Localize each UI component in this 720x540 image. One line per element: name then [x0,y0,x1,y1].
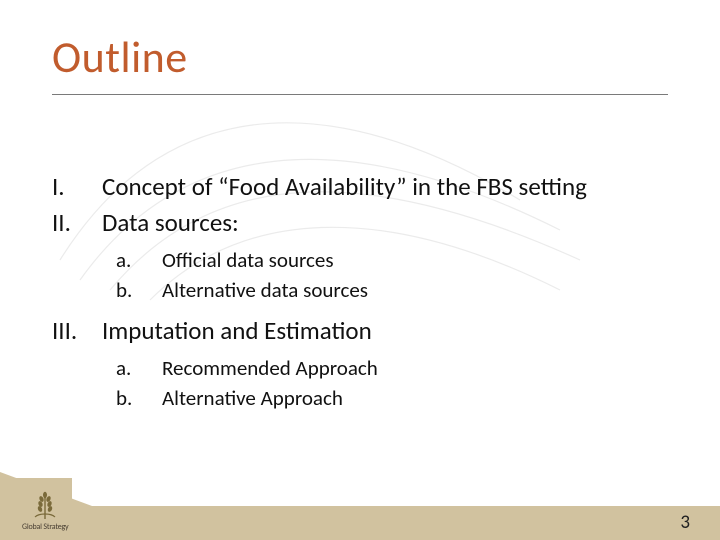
outline-item-number: II. [52,206,102,240]
outline-subitem: a. Recommended Approach [116,354,672,382]
outline-subitem-number: a. [116,246,162,274]
outline-subitem: a. Official data sources [116,246,672,274]
footer-logo: Global Strategy [22,487,68,532]
outline-subitem: b. Alternative Approach [116,384,672,412]
slide-title: Outline [52,30,188,84]
outline-subitem-text: Recommended Approach [162,354,672,382]
outline-item-1: I. Concept of “Food Availability” in the… [52,170,672,204]
outline-item-2: II. Data sources: [52,206,672,240]
outline-subitem-number: b. [116,276,162,304]
footer-bar [0,506,720,540]
footer-logo-text: Global Strategy [22,522,68,532]
outline-subitem-number: b. [116,384,162,412]
outline-subitem: b. Alternative data sources [116,276,672,304]
slide: Outline I. Concept of “Food Availability… [0,0,720,540]
outline-subitem-text: Alternative Approach [162,384,672,412]
outline-item-number: III. [52,314,102,348]
outline-content: I. Concept of “Food Availability” in the… [52,170,672,423]
outline-item-text: Concept of “Food Availability” in the FB… [102,170,672,204]
outline-item-3: III. Imputation and Estimation [52,314,672,348]
page-number: 3 [680,511,690,534]
outline-subitem-number: a. [116,354,162,382]
wheat-icon [27,487,63,521]
title-underline [52,94,668,95]
outline-item-number: I. [52,170,102,204]
outline-item-2-children: a. Official data sources b. Alternative … [52,246,672,305]
outline-subitem-text: Official data sources [162,246,672,274]
outline-item-text: Imputation and Estimation [102,314,672,348]
outline-item-text: Data sources: [102,206,672,240]
outline-item-3-children: a. Recommended Approach b. Alternative A… [52,354,672,413]
outline-subitem-text: Alternative data sources [162,276,672,304]
